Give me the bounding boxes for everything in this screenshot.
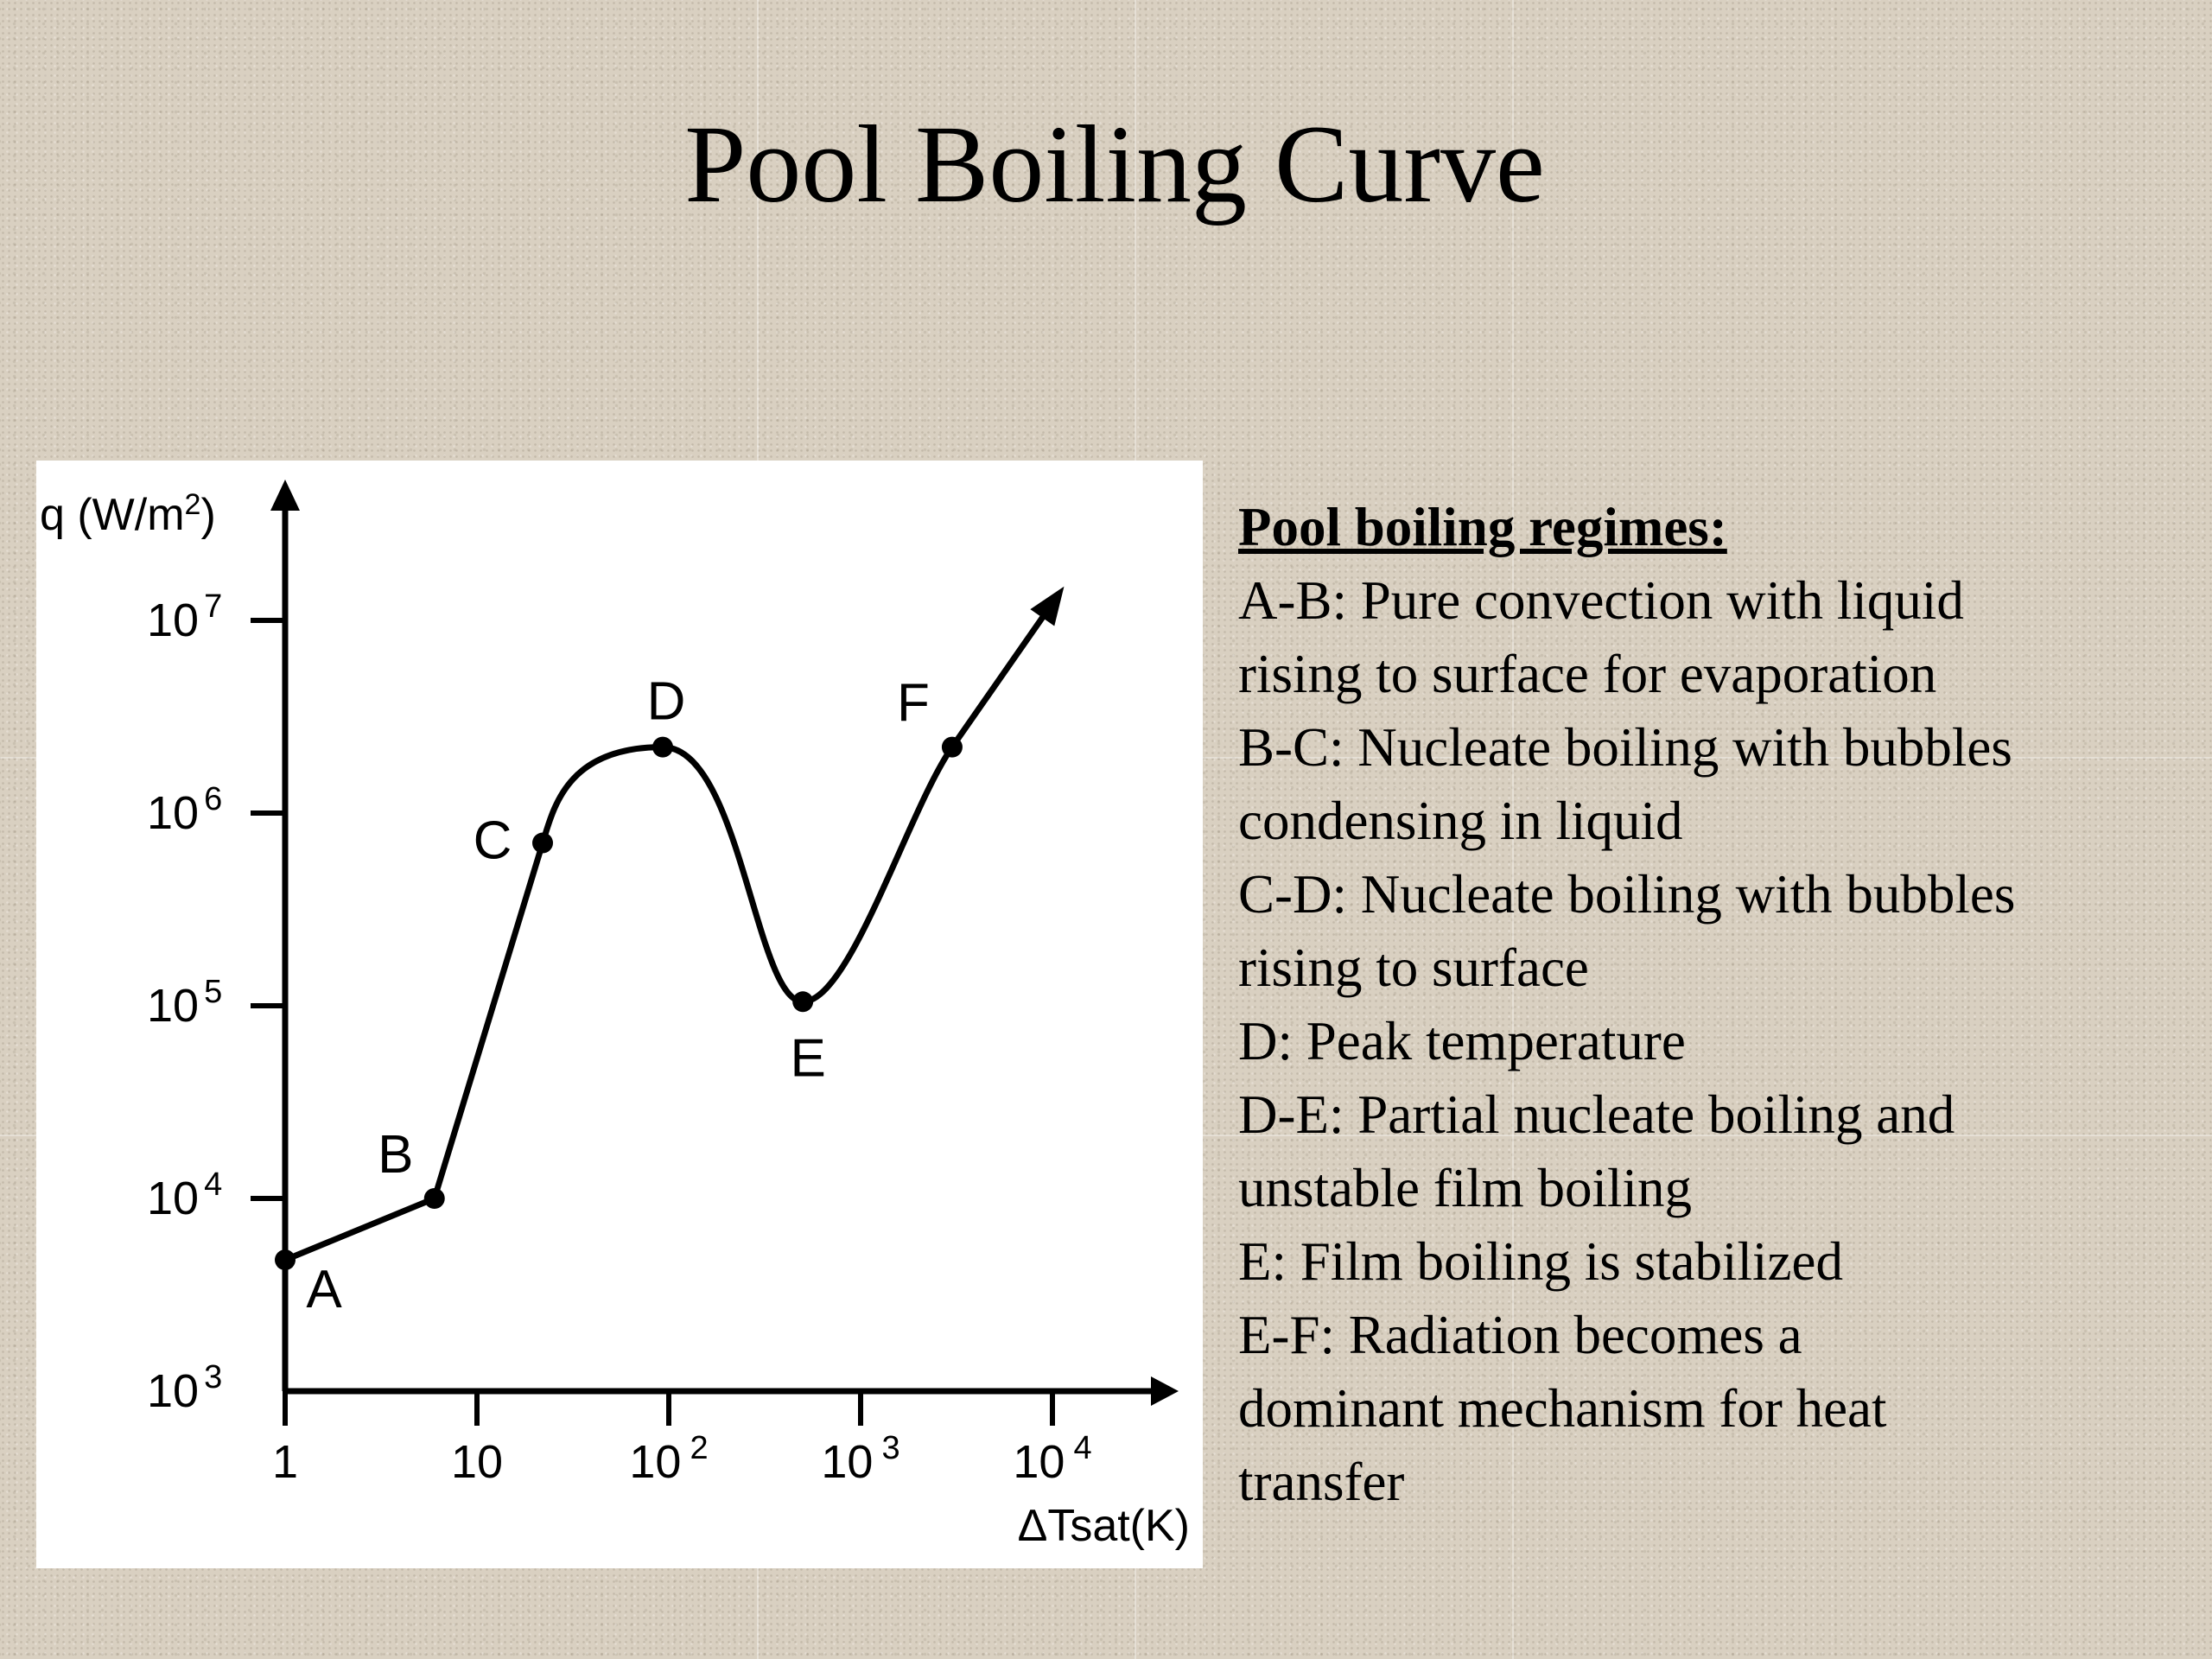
- y-axis-arrowhead: [270, 480, 300, 511]
- y-tick-label: 10 4: [147, 1166, 222, 1224]
- y-tick-label: 10 7: [147, 588, 222, 646]
- chart-panel: 10 3 10 4 10 5 10 6 10 7 1 10 10 2 10 3 10 4 A B C D E F q (W/…: [36, 461, 1203, 1568]
- regime-line: A-B: Pure convection with liquid: [1238, 570, 1964, 631]
- y-axis-label: q (W/m2): [40, 488, 216, 540]
- x-tick-label: 10 4: [1013, 1430, 1091, 1488]
- boiling-curve-line: [282, 603, 1053, 1263]
- regime-line: E-F: Radiation becomes a: [1238, 1305, 1802, 1365]
- x-tick-label: 10: [451, 1436, 503, 1488]
- regime-line: transfer: [1238, 1452, 1405, 1512]
- curve-arrowhead: [1030, 586, 1065, 626]
- ticks: 10 3 10 4 10 5 10 6 10 7 1 10 10 2 10 3 10 4: [147, 588, 1092, 1488]
- point-label-f: F: [897, 674, 930, 734]
- regimes-heading: Pool boiling regimes:: [1238, 497, 1727, 557]
- regime-line: B-C: Nucleate boiling with bubbles: [1238, 717, 2012, 778]
- curve-points: A B C D E F: [275, 672, 963, 1319]
- x-tick-label: 10 3: [821, 1430, 899, 1488]
- regime-line: D: Peak temperature: [1238, 1011, 1686, 1071]
- curve-point-c: [532, 832, 554, 854]
- y-tick-label: 10 3: [147, 1359, 222, 1417]
- regime-line: dominant mechanism for heat: [1238, 1378, 1887, 1439]
- regime-line: rising to surface for evaporation: [1238, 644, 1937, 704]
- background-gridline: [1512, 0, 1514, 1659]
- x-tick-label: 1: [272, 1436, 298, 1488]
- point-label-a: A: [306, 1260, 342, 1319]
- regime-line: unstable film boiling: [1238, 1158, 1692, 1218]
- regimes-list: Pool boiling regimes: A-B: Pure convecti…: [1238, 491, 2189, 1519]
- curve-point-f: [941, 736, 963, 758]
- regime-line: rising to surface: [1238, 938, 1589, 998]
- curve-point-d: [652, 736, 674, 758]
- regime-lines: A-B: Pure convection with liquid rising t…: [1238, 564, 2189, 1519]
- point-label-e: E: [790, 1028, 825, 1088]
- regime-line: C-D: Nucleate boiling with bubbles: [1238, 864, 2016, 925]
- curve-point-a: [275, 1249, 296, 1271]
- slide-title: Pool Boiling Curve: [684, 103, 1545, 226]
- regime-line: D-E: Partial nucleate boiling and: [1238, 1084, 1955, 1145]
- boiling-curve-chart: 10 3 10 4 10 5 10 6 10 7 1 10 10 2 10 3 10 4 A B C D E F q (W/…: [40, 480, 1190, 1551]
- y-tick-label: 10 5: [147, 974, 222, 1032]
- point-label-b: B: [378, 1125, 413, 1185]
- point-label-d: D: [647, 672, 686, 732]
- x-axis-label: ΔTsat(K): [1018, 1501, 1190, 1551]
- y-tick-label: 10 6: [147, 781, 222, 839]
- curve-point-e: [792, 991, 814, 1013]
- point-label-c: C: [474, 811, 512, 871]
- x-tick-label: 10 2: [629, 1430, 708, 1488]
- regime-line: E: Film boiling is stabilized: [1238, 1231, 1843, 1292]
- axes: [270, 480, 1179, 1406]
- regime-line: condensing in liquid: [1238, 791, 1683, 851]
- curve-point-b: [423, 1188, 445, 1209]
- x-axis-arrowhead: [1151, 1376, 1179, 1406]
